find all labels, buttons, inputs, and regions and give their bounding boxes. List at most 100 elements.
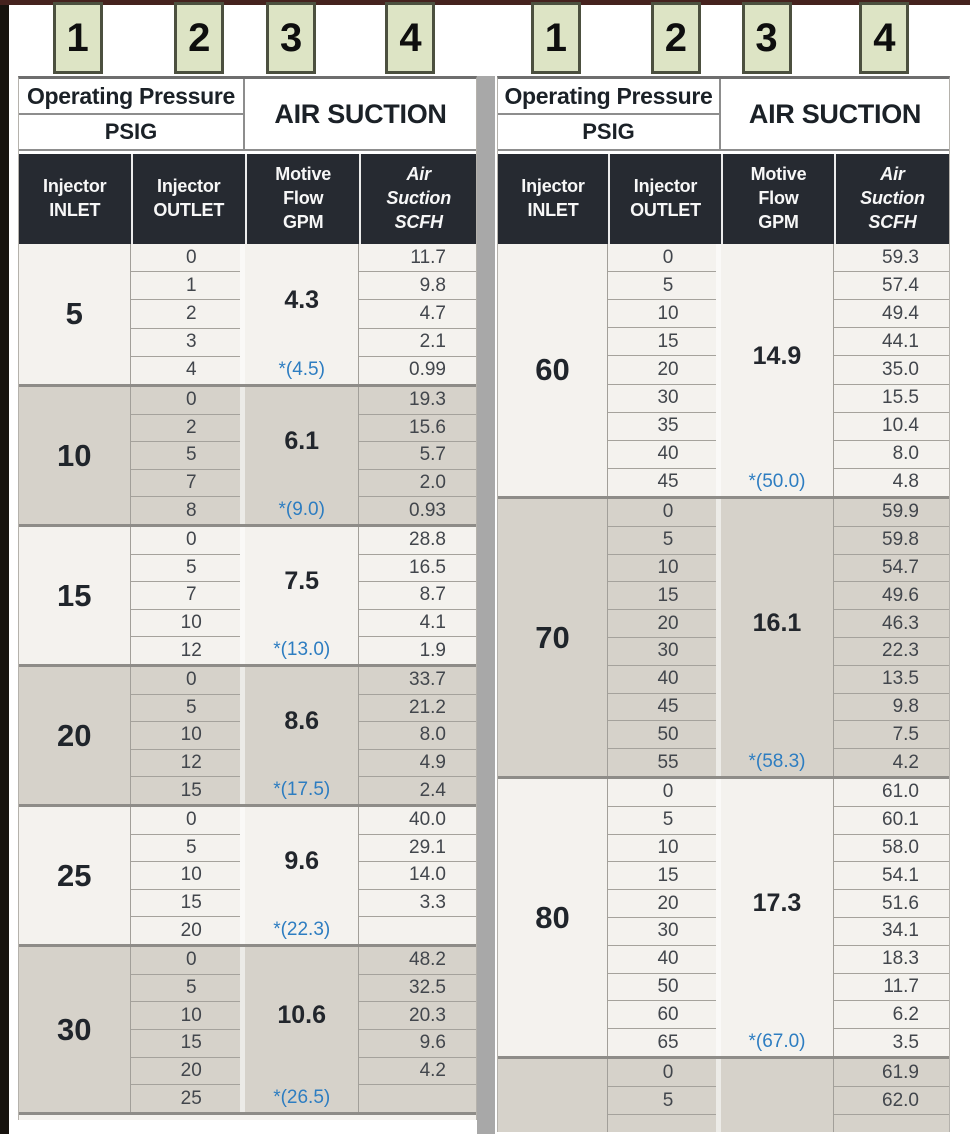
outlet-pressure-column: 0 5 10 15 20 25 [130, 947, 245, 1112]
outlet-pressure-cell: 30 [608, 638, 716, 666]
outlet-pressure-cell: 50 [608, 721, 716, 750]
air-suction-cell: 15.5 [833, 385, 949, 413]
outlet-pressure-cell: 12 [180, 639, 202, 661]
column-headers-row: Injector INLET Injector OUTLET Motive Flow GPM… [19, 154, 476, 244]
outlet-pressure-cell: 0 [608, 244, 716, 273]
air-suction-cell: 5.7 [359, 442, 476, 470]
max-flow-note: *(50.0) [748, 471, 806, 492]
outlet-pressure-cell: 35 [608, 413, 716, 441]
outlet-pressure-cell: 7 [130, 582, 240, 610]
air-suction-cell: 35.0 [833, 356, 949, 385]
outlet-pressure-cell: 0 [608, 499, 716, 527]
air-suction-cell: 8.0 [833, 441, 949, 469]
psig-label: PSIG [582, 119, 635, 144]
outlet-pressure-cell: 15 [608, 328, 716, 357]
column-header: Air Suction SCFH [833, 154, 949, 244]
column-header: Injector INLET [498, 154, 609, 244]
air-suction-cell: 2.0 [359, 470, 476, 498]
outlet-pressure-cell: 15 [130, 890, 240, 918]
left-black-bar [0, 5, 9, 1134]
air-suction-cell: 8.0 [359, 722, 476, 750]
outlet-pressure-column: 0 5 10 15 20 30 40 50 60 65 [608, 779, 721, 1056]
outlet-pressure-cell: 0 [608, 779, 716, 807]
outlet-pressure-cell: 20 [608, 890, 716, 918]
air-suction-cell: 44.1 [833, 328, 949, 357]
air-suction-column: 40.0 29.1 14.0 3.3 [359, 807, 476, 944]
air-suction-cell: 51.6 [833, 890, 949, 918]
outlet-pressure-cell: 0 [130, 387, 240, 415]
pressure-group: 0 5 61.9 62.0 [498, 1056, 949, 1132]
outlet-pressure-cell: 0 [130, 667, 240, 695]
motive-flow-column: 7.5 *(13.0) [245, 527, 360, 664]
inlet-pressure-cell: 20 [19, 667, 131, 804]
outlet-pressure-cell: 3 [130, 329, 240, 357]
column-header-line: GPM [758, 211, 799, 232]
inlet-pressure-cell: 25 [19, 807, 131, 944]
outlet-pressure-cell: 5 [130, 555, 240, 583]
column-header-line: Motive [750, 164, 807, 185]
outlet-pressure-cell: 15 [130, 1030, 240, 1058]
max-flow-note: *(58.3) [748, 751, 806, 772]
outlet-pressure-cell: 4 [185, 359, 197, 381]
motive-flow-column [721, 1059, 834, 1132]
air-suction-cell: 3.3 [359, 890, 476, 918]
air-suction-column: 61.9 62.0 [833, 1059, 949, 1132]
air-suction-cell: 40.0 [359, 807, 476, 835]
column-badge: 2 [174, 2, 225, 74]
pressure-group: 10 0 2 5 7 8 6.1 *(9.0) 19.3 15.6 5.7 2.0 0.93 [19, 384, 476, 524]
motive-flow-value: 7.5 [284, 567, 320, 595]
air-suction-cell: 49.4 [833, 300, 949, 329]
outlet-pressure-cell: 15 [608, 582, 716, 611]
motive-flow-value: 16.1 [752, 609, 802, 637]
max-flow-note: *(22.3) [273, 919, 331, 940]
table-separator-band [477, 76, 495, 1134]
column-header: Motive Flow GPM [721, 154, 834, 244]
column-header: Injector INLET [19, 154, 131, 244]
air-suction-cell: 14.0 [359, 862, 476, 890]
air-suction-cell: 4.8 [892, 471, 919, 493]
table-body: 60 0 5 10 15 20 30 35 40 45 14.9 *(50.0) 59.3 57.4 49.… [497, 244, 950, 1132]
max-flow-note: *(4.5) [278, 359, 325, 380]
column-header-line: Air [406, 164, 432, 185]
column-header-line: Injector [157, 176, 221, 197]
outlet-pressure-cell: 60 [608, 1001, 716, 1030]
column-header-line: INLET [527, 200, 579, 220]
air-suction-cell: 9.8 [833, 694, 949, 722]
outlet-pressure-cell: 5 [608, 1087, 716, 1115]
outlet-pressure-cell: 5 [130, 695, 240, 723]
outlet-pressure-cell: 40 [608, 441, 716, 469]
outlet-pressure-cell: 0 [130, 527, 240, 555]
inlet-pressure-cell: 10 [19, 387, 131, 524]
pressure-group: 70 0 5 10 15 20 30 40 45 50 55 16.1 *(58.3) 59.9 59.8 5… [498, 496, 949, 776]
motive-flow-value: 10.6 [277, 1001, 327, 1029]
operating-pressure-title: Operating Pressure [19, 79, 243, 115]
column-badge: 1 [52, 2, 103, 74]
outlet-pressure-cell: 40 [608, 666, 716, 694]
air-suction-column: 11.7 9.8 4.7 2.1 0.99 [359, 244, 476, 384]
inlet-pressure-cell: 70 [498, 499, 609, 776]
table-body: 5 0 1 2 3 4 4.3 *(4.5) 11.7 9.8 4.7 2.1 0.99 10 0 2 5 7 8 6… [18, 244, 477, 1120]
inlet-pressure-cell [498, 1059, 609, 1132]
header-group-row: Operating Pressure PSIG AIR SUCTION [19, 79, 476, 151]
air-suction-cell: 11.7 [359, 244, 476, 273]
air-suction-column: 59.3 57.4 49.4 44.1 35.0 15.5 10.4 8.0 4.8 [833, 244, 949, 496]
air-suction-cell: 18.3 [833, 946, 949, 974]
outlet-pressure-column: 0 5 10 12 15 [130, 667, 245, 804]
operating-pressure-block: Operating Pressure PSIG [19, 79, 245, 149]
outlet-pressure-cell: 20 [608, 356, 716, 385]
max-flow-note: *(67.0) [748, 1031, 806, 1052]
motive-flow-column: 6.1 *(9.0) [245, 387, 360, 524]
motive-flow-column: 4.3 *(4.5) [245, 244, 360, 384]
outlet-pressure-cell: 10 [608, 555, 716, 583]
column-header-line: Flow [283, 188, 324, 209]
pressure-group: 20 0 5 10 12 15 8.6 *(17.5) 33.7 21.2 8.0 4.9 2.4 [19, 664, 476, 804]
outlet-pressure-cell: 0 [130, 244, 240, 273]
air-suction-cell: 54.7 [833, 555, 949, 583]
outlet-pressure-cell: 45 [657, 471, 679, 493]
max-flow-note: *(17.5) [273, 779, 331, 800]
air-suction-cell: 61.9 [833, 1059, 949, 1087]
